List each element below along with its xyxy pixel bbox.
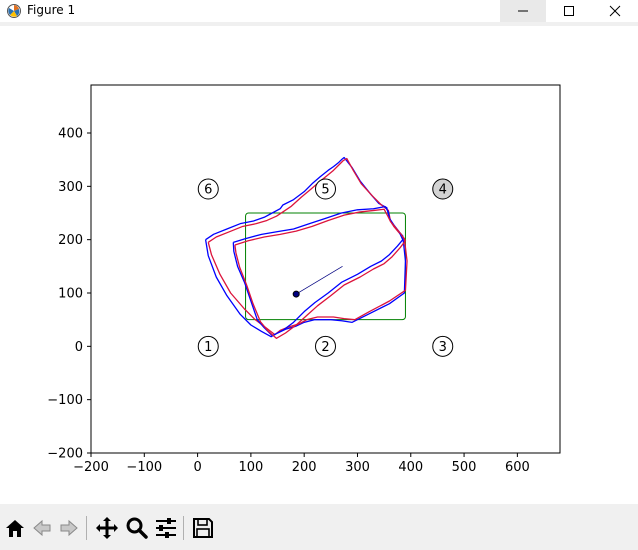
toolbar-separator [86, 516, 87, 540]
y-tick-label: 300 [58, 180, 83, 195]
navigation-toolbar [0, 506, 638, 550]
plot-svg[interactable]: −200 −100 0 100 200 300 400 500 600 −200 −100 0 100 2… [0, 26, 638, 504]
x-tick-label: 200 [292, 460, 317, 475]
marker-1 [197, 335, 219, 357]
center-point [292, 290, 300, 298]
marker-5 [315, 178, 336, 200]
forward-button[interactable] [56, 515, 82, 541]
save-icon [193, 518, 213, 538]
home-button[interactable] [2, 515, 28, 541]
series-line-red-4 [234, 208, 407, 339]
zoom-button[interactable] [124, 515, 150, 541]
marker-label-1: 1 [204, 340, 212, 355]
configure-subplots-button[interactable] [153, 515, 179, 541]
x-tick-label: 0 [193, 460, 201, 475]
toolbar-separator [183, 516, 184, 540]
y-tick-label: 200 [58, 233, 83, 248]
title-bar: Figure 1 [0, 0, 638, 22]
pan-button[interactable] [94, 515, 120, 541]
x-tick-label: −100 [126, 460, 162, 475]
pan-icon [96, 517, 118, 539]
x-tick-label: 600 [505, 460, 530, 475]
marker-label-3: 3 [439, 340, 447, 355]
marker-4 [432, 178, 454, 200]
y-tick-label: −200 [47, 447, 83, 462]
y-tick-label: −100 [47, 393, 83, 408]
marker-label-5: 5 [321, 183, 329, 198]
configure-subplots-icon [156, 518, 176, 538]
maximize-icon [564, 6, 574, 16]
zoom-icon [126, 517, 148, 539]
minimize-button[interactable] [500, 0, 546, 22]
marker-label-2: 2 [321, 340, 329, 355]
close-icon [609, 5, 621, 17]
matplotlib-icon [7, 4, 21, 18]
series-line-blue-3 [232, 205, 404, 337]
y-tick-label: 0 [75, 340, 83, 355]
marker-3 [432, 335, 454, 357]
direction-line [296, 266, 343, 295]
x-tick-label: 300 [345, 460, 370, 475]
x-tick-label: 400 [398, 460, 423, 475]
window-title: Figure 1 [27, 3, 76, 17]
marker-label-4: 4 [439, 183, 447, 198]
minimize-icon [518, 10, 528, 12]
x-tick-label: 500 [452, 460, 477, 475]
back-button[interactable] [29, 515, 55, 541]
marker-label-6: 6 [204, 183, 212, 198]
maximize-button[interactable] [546, 0, 592, 22]
axes-frame [90, 84, 561, 454]
save-button[interactable] [190, 515, 216, 541]
y-tick-label: 100 [58, 287, 83, 302]
y-tick-label: 400 [58, 127, 83, 142]
x-tick-label: 100 [238, 460, 263, 475]
marker-6 [197, 178, 219, 200]
back-arrow-icon [33, 519, 51, 537]
close-button[interactable] [592, 0, 638, 22]
x-tick-label: −200 [73, 460, 109, 475]
figure-canvas[interactable]: −200 −100 0 100 200 300 400 500 600 −200 −100 0 100 2… [0, 26, 638, 504]
home-icon [6, 520, 24, 537]
marker-2 [315, 335, 336, 357]
forward-arrow-icon [60, 519, 78, 537]
